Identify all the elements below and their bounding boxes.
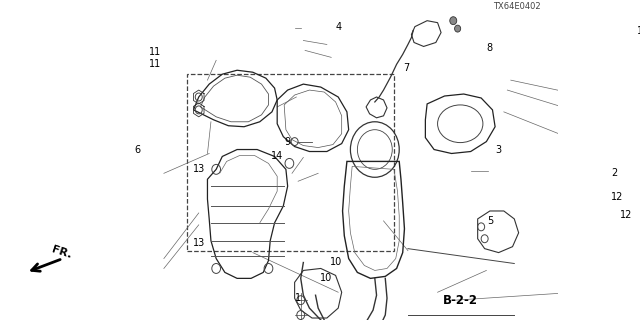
Text: 1: 1 bbox=[295, 293, 301, 303]
Text: 13: 13 bbox=[193, 238, 205, 248]
Text: 4: 4 bbox=[335, 22, 341, 32]
Text: 10: 10 bbox=[320, 273, 332, 284]
Text: 5: 5 bbox=[487, 216, 493, 226]
Text: 13: 13 bbox=[193, 164, 205, 174]
Text: 6: 6 bbox=[134, 145, 141, 155]
Text: TX64E0402: TX64E0402 bbox=[493, 2, 540, 11]
Text: 8: 8 bbox=[487, 44, 493, 53]
Bar bbox=[188, 74, 394, 251]
Text: 10: 10 bbox=[330, 257, 342, 267]
Circle shape bbox=[454, 25, 461, 32]
Text: 12: 12 bbox=[611, 192, 623, 202]
Text: 11: 11 bbox=[149, 59, 161, 69]
Text: 3: 3 bbox=[495, 145, 502, 155]
Text: B-2-2: B-2-2 bbox=[443, 294, 478, 307]
Text: 7: 7 bbox=[403, 63, 410, 73]
Text: 11: 11 bbox=[149, 47, 161, 57]
Text: 2: 2 bbox=[611, 168, 618, 178]
Text: 12: 12 bbox=[620, 210, 632, 220]
Text: FR.: FR. bbox=[51, 245, 73, 260]
Text: 15: 15 bbox=[637, 26, 640, 36]
Circle shape bbox=[450, 17, 457, 25]
Text: 14: 14 bbox=[271, 151, 284, 162]
Text: 9: 9 bbox=[285, 137, 291, 147]
